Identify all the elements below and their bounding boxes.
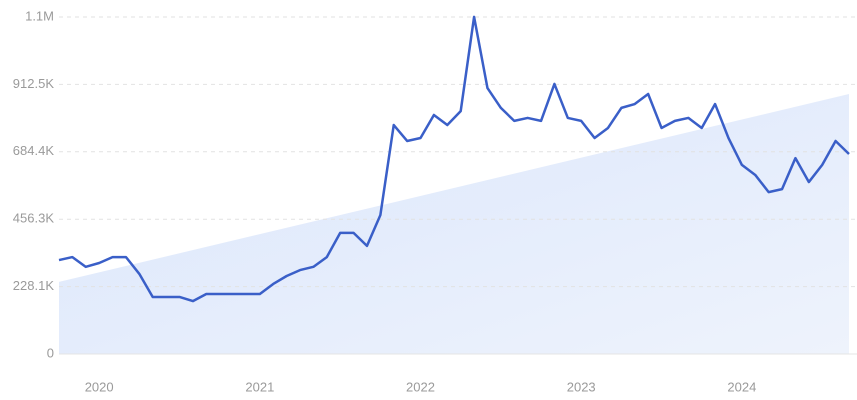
x-tick-label: 2024 bbox=[727, 379, 756, 394]
x-tick-label: 2023 bbox=[567, 379, 596, 394]
y-tick-label: 456.3K bbox=[13, 211, 55, 226]
y-tick-label: 1.1M bbox=[25, 8, 54, 23]
x-tick-label: 2021 bbox=[245, 379, 274, 394]
trend-area bbox=[59, 94, 849, 354]
x-tick-label: 2020 bbox=[85, 379, 114, 394]
x-tick-label: 2022 bbox=[406, 379, 435, 394]
y-tick-label: 228.1K bbox=[13, 278, 55, 293]
y-tick-label: 0 bbox=[47, 345, 54, 360]
y-tick-label: 912.5K bbox=[13, 76, 55, 91]
y-tick-label: 684.4K bbox=[13, 143, 55, 158]
line bbox=[58, 15, 850, 303]
